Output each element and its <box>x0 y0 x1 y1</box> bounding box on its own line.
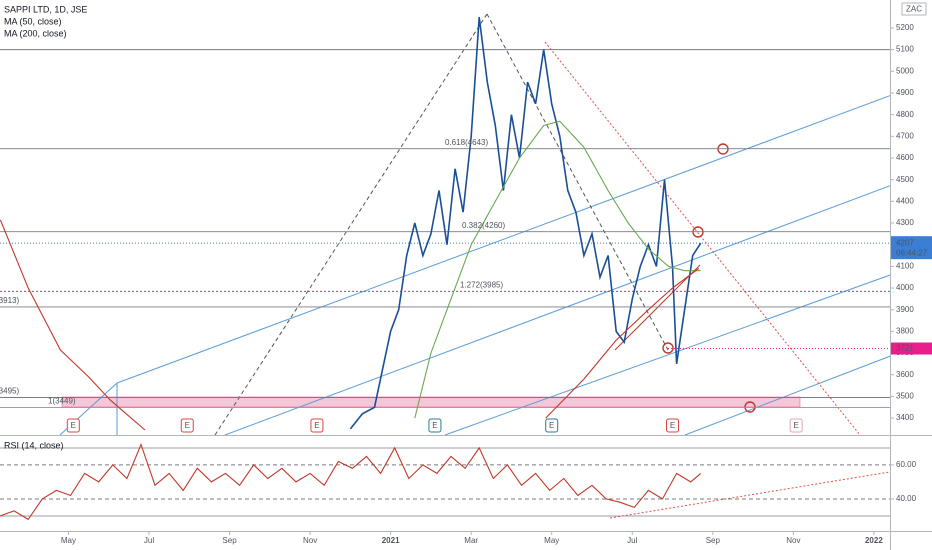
y-tick-label: 4800 <box>896 110 914 119</box>
y-tick-label: 3400 <box>896 413 914 422</box>
level-label: (3495) <box>0 387 19 396</box>
earnings-label: E <box>670 421 675 430</box>
y-tick-label: 40.00 <box>896 494 917 503</box>
earnings-label: E <box>71 421 76 430</box>
legend-entry: MA (50, close) <box>4 16 62 26</box>
y-tick-label: 5200 <box>896 23 914 32</box>
title: SAPPI LTD, 1D, JSE <box>4 4 87 14</box>
earnings-label: E <box>549 421 554 430</box>
x-tick-label: 2022 <box>865 536 883 545</box>
x-tick-label: 2021 <box>382 536 400 545</box>
x-tick-label: Sep <box>706 536 721 545</box>
earnings-marker <box>66 418 80 433</box>
trend-line <box>614 264 701 351</box>
zigzag <box>486 13 669 351</box>
level-label: (3913) <box>0 296 19 305</box>
y-tick-label: 3800 <box>896 327 914 336</box>
earnings-label: E <box>793 421 798 430</box>
series-line <box>0 442 702 521</box>
x-tick-label: May <box>61 536 76 545</box>
earnings-marker <box>428 418 442 433</box>
earnings-marker <box>789 418 803 433</box>
y-tick-label: 3500 <box>896 392 914 401</box>
y-tick-label: 4500 <box>896 175 914 184</box>
level-label: 1.272(3985) <box>460 280 503 289</box>
x-tick-label: Nov <box>786 536 800 545</box>
y-tick-label: 4600 <box>896 153 914 162</box>
y-tick-label: 3600 <box>896 370 914 379</box>
countdown: 06:44:27 <box>896 248 928 257</box>
rsi-title: RSI (14, close) <box>4 440 64 450</box>
currency: ZAC <box>906 5 922 14</box>
series-line <box>0 219 700 431</box>
x-tick-label: Jul <box>627 536 637 545</box>
zone <box>61 396 801 408</box>
level-label: 1(3449) <box>48 397 76 406</box>
alert-price: 3721 <box>896 344 914 353</box>
y-tick-label: 5100 <box>896 45 914 54</box>
level-label: 0.382(4260) <box>462 221 505 230</box>
x-tick-label: May <box>544 536 559 545</box>
x-tick-label: Mar <box>464 536 478 545</box>
currency-box <box>901 2 927 16</box>
level-label: 0.618(4643) <box>445 138 488 147</box>
circle <box>662 342 674 354</box>
legend-entry: MA (200, close) <box>4 28 67 38</box>
earnings-marker <box>180 418 194 433</box>
y-tick-label: 4700 <box>896 131 914 140</box>
price-pane <box>0 13 890 435</box>
x-tick-label: Nov <box>303 536 317 545</box>
x-tick-label: Sep <box>222 536 237 545</box>
earnings-marker <box>310 418 324 433</box>
y-tick-label: 5000 <box>896 66 914 75</box>
series-line <box>349 17 702 430</box>
y-tick-label: 4000 <box>896 283 914 292</box>
trend-line <box>224 185 890 435</box>
zigzag <box>214 13 488 435</box>
y-tick-label: 4100 <box>896 261 914 270</box>
alert-badge <box>891 342 932 355</box>
earnings-label: E <box>185 421 190 430</box>
earnings-marker <box>666 418 680 433</box>
circle <box>744 401 756 413</box>
trend-line <box>609 471 890 519</box>
y-tick-label: 4300 <box>896 218 914 227</box>
x-tick-label: Jul <box>144 536 154 545</box>
earnings-label: E <box>314 421 319 430</box>
earnings-marker <box>545 418 559 433</box>
series-line <box>414 120 701 419</box>
y-tick-label: 3900 <box>896 305 914 314</box>
trend-line <box>684 355 890 435</box>
y-tick-label: 60.00 <box>896 460 917 469</box>
y-tick-label: 4400 <box>896 196 914 205</box>
last-price-badge <box>891 236 932 260</box>
earnings-label: E <box>432 421 437 430</box>
trend-line <box>444 274 890 435</box>
last-price: 4207 <box>896 238 914 247</box>
y-tick-label: 4900 <box>896 88 914 97</box>
rsi-pane <box>0 442 890 521</box>
